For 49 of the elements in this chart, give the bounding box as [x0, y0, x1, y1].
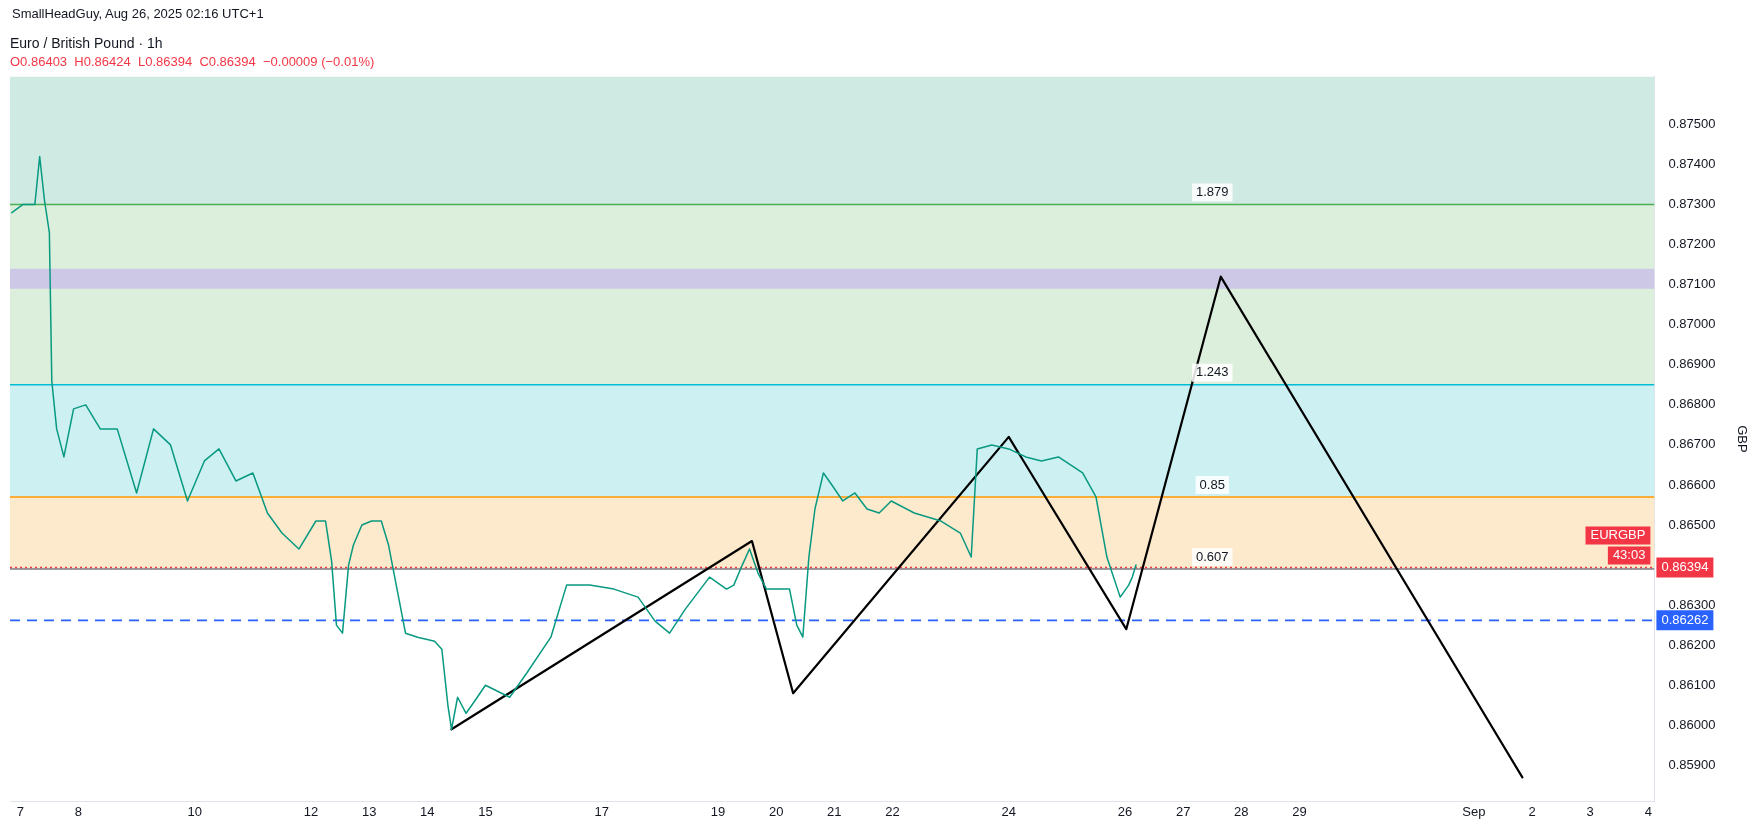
ref-line-label: 0.86262 — [1661, 611, 1709, 627]
x-tick-label: 29 — [1292, 803, 1307, 819]
text: SmallHeadGuy, Aug 26, 2025 02:16 UTC+1 — [11, 5, 265, 23]
annotation: 43:03 — [1612, 547, 1646, 563]
y-tick-label: 0.87300 — [1668, 196, 1716, 212]
annotation: 0.85 — [1199, 476, 1225, 492]
y-tick-label: 0.86300 — [1668, 596, 1716, 612]
ref-line-label: 0.86394 — [1661, 559, 1709, 575]
x-tick-label: 26 — [1117, 803, 1133, 819]
x-tick-label: 28 — [1234, 803, 1249, 819]
x-tick-label: 20 — [768, 803, 784, 819]
x-tick-label: 24 — [1001, 803, 1016, 819]
x-tick-label: 10 — [187, 803, 202, 819]
x-tick-label: 2 — [1528, 803, 1536, 819]
x-tick-label: 22 — [885, 803, 900, 819]
y-tick-label: 0.86200 — [1668, 636, 1716, 652]
y-tick-label: 0.86800 — [1668, 396, 1716, 412]
x-tick-label: 13 — [361, 803, 377, 819]
y-tick-label: 0.87100 — [1668, 276, 1716, 292]
x-tick-label: Sep — [1462, 803, 1486, 819]
y-tick-label: 0.86600 — [1668, 476, 1716, 492]
annotation: 1.879 — [1195, 184, 1229, 200]
y-tick-label: 0.87200 — [1668, 236, 1716, 252]
annotation: 1.243 — [1195, 364, 1229, 380]
y-tick-label: 0.86100 — [1668, 676, 1716, 692]
x-tick-label: 4 — [1644, 803, 1652, 819]
x-tick-label: 19 — [710, 803, 726, 819]
y-tick-label: 0.86900 — [1668, 356, 1716, 372]
x-tick-label: 17 — [594, 803, 609, 819]
x-tick-label: 15 — [478, 803, 493, 819]
chart-subtitle: O0.86403 H0.86424 L0.86394 C0.86394 −0.00009 (−0.01%) — [10, 54, 375, 70]
annotation: EURGBP — [1590, 527, 1646, 543]
x-tick-label: 12 — [303, 803, 319, 819]
x-tick-label: 8 — [74, 803, 83, 819]
y-tick-label: 0.86000 — [1668, 716, 1716, 732]
annotation: 0.607 — [1195, 548, 1229, 564]
y-tick-label: 0.87500 — [1668, 116, 1716, 132]
x-tick-label: 3 — [1586, 803, 1594, 819]
y-axis-title: GBP — [1734, 425, 1750, 453]
y-tick-label: 0.86500 — [1668, 516, 1716, 532]
y-tick-label: 0.86700 — [1668, 436, 1716, 452]
x-tick-label: 7 — [16, 803, 24, 819]
y-tick-label: 0.87400 — [1668, 156, 1716, 172]
y-tick-label: 0.85900 — [1668, 756, 1716, 772]
x-tick-label: 21 — [827, 803, 842, 819]
x-tick-label: 27 — [1175, 803, 1191, 819]
x-tick-label: 14 — [420, 803, 435, 819]
y-tick-label: 0.87000 — [1668, 316, 1716, 332]
chart-title: Euro / British Pound · 1h — [10, 35, 163, 52]
